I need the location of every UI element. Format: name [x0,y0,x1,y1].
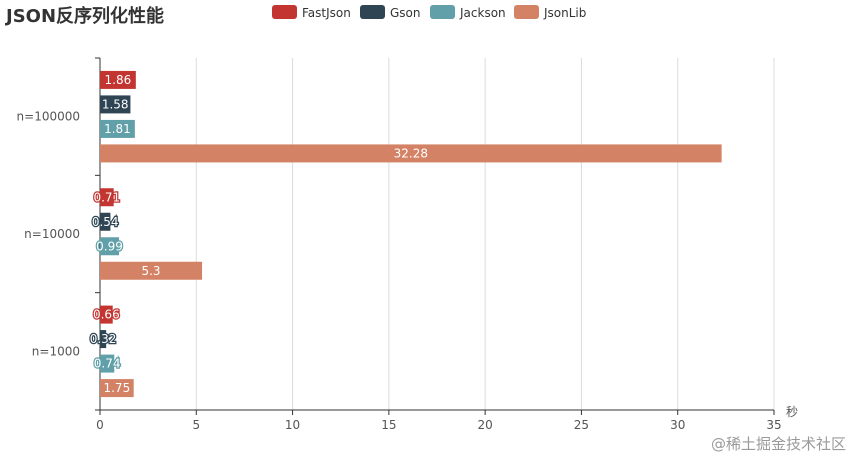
bar-fastjson-n=10000[interactable] [100,188,114,207]
bar-jsonlib-n=100000[interactable] [100,144,722,163]
axes: 0 5 10 15 20 25 30 35 n=100000 n=10000 n=1000 [17,57,782,432]
legend-swatch-jackson[interactable] [430,5,455,19]
legend-label-fastjson[interactable]: FastJson [302,6,351,20]
bar-jsonlib-n=1000[interactable] [100,379,134,398]
legend-swatch-jsonlib[interactable] [514,5,539,19]
x-tick-label-15: 15 [381,418,396,432]
bar-gson-n=10000[interactable] [100,212,111,231]
y-tick-label-n=1000: n=1000 [32,344,80,358]
watermark: @稀土掘金技术社区 [711,435,846,453]
data-label-gson-n=100000: 1.58 [102,97,129,111]
x-axis-name: 秒 [786,405,798,419]
x-tick-label-25: 25 [574,418,589,432]
data-label-jsonlib-n=10000: 5.3 [141,264,160,278]
bar-jackson-n=1000[interactable] [100,354,115,373]
data-label-jsonlib-n=100000: 32.28 [394,146,428,160]
bar-labels: 1.86 1.58 1.81 32.28 0.71 0.54 0.99 5.3 0.66 0.32… [88,72,429,397]
data-label-jackson-n=10000: 0.99 [96,239,123,253]
x-tick-label-20: 20 [478,418,493,432]
chart-title: JSON反序列化性能 [4,5,164,27]
legend-label-jackson[interactable]: Jackson [459,6,506,20]
data-label-fastjson-n=10000: 0.71 [93,190,120,204]
bar-fastjson-n=100000[interactable] [100,70,136,89]
data-label-jsonlib-n=1000: 1.75 [103,381,130,395]
bar-jsonlib-n=10000[interactable] [100,261,203,280]
data-label-jackson-n=100000: 1.81 [104,122,131,136]
data-label-fastjson-n=1000: 0.66 [93,308,120,322]
x-tick-label-5: 5 [192,418,200,432]
bar-jackson-n=100000[interactable] [100,119,135,138]
bar-gson-n=100000[interactable] [100,95,131,114]
legend: FastJson Gson Jackson JsonLib [272,5,586,20]
x-tick-label-30: 30 [670,418,685,432]
data-label-fastjson-n=100000: 1.86 [105,73,132,87]
data-label-gson-n=10000: 0.54 [92,215,119,229]
bar-fastjson-n=1000[interactable] [100,305,113,324]
legend-label-jsonlib[interactable]: JsonLib [543,6,586,20]
data-label-jackson-n=1000: 0.74 [94,357,121,371]
legend-swatch-gson[interactable] [360,5,385,19]
x-tick-label-0: 0 [96,418,104,432]
x-tick-label-35: 35 [766,418,781,432]
bar-jackson-n=10000[interactable] [100,237,120,256]
y-tick-label-n=100000: n=100000 [17,110,80,124]
gridlines [195,58,775,410]
bars [100,70,722,398]
legend-label-gson[interactable]: Gson [390,6,421,20]
y-tick-label-n=10000: n=10000 [24,227,80,241]
bar-gson-n=1000[interactable] [100,330,107,349]
legend-swatch-fastjson[interactable] [272,5,297,19]
data-label-gson-n=1000: 0.32 [90,332,117,346]
x-tick-label-10: 10 [285,418,300,432]
